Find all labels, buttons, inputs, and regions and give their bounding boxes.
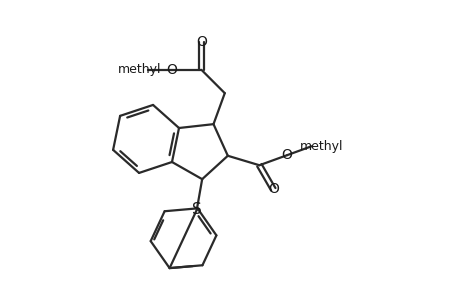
Text: O: O bbox=[166, 63, 177, 77]
Text: O: O bbox=[267, 182, 278, 196]
Text: O: O bbox=[196, 35, 207, 49]
Text: O: O bbox=[281, 148, 292, 162]
Text: S: S bbox=[191, 202, 201, 217]
Text: methyl: methyl bbox=[299, 140, 342, 153]
Text: methyl: methyl bbox=[118, 63, 161, 76]
